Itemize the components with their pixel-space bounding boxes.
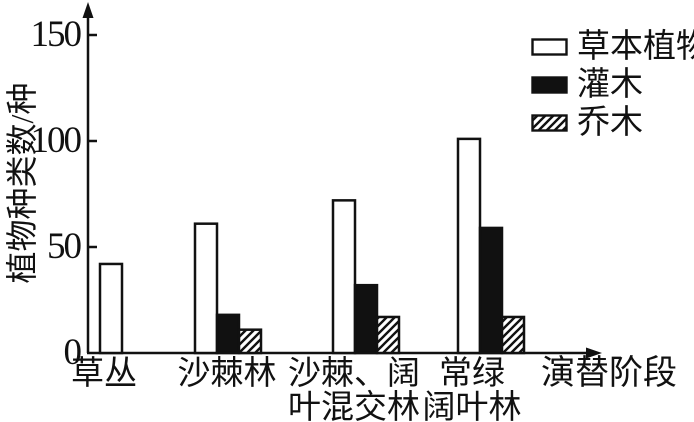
x-category-label: 草丛 (12, 357, 196, 391)
bar-hatch-group2 (237, 328, 263, 355)
x-category-line: 阔叶林 (422, 390, 522, 422)
x-category-line: 草丛 (71, 356, 137, 392)
legend-item-herbs: 草本植物 (531, 28, 694, 66)
legend-swatch-hatch-icon (531, 114, 568, 132)
y-axis-arrow-icon (82, 2, 94, 18)
bars-layer (98, 137, 526, 355)
x-category-line: 沙棘林 (177, 356, 277, 392)
x-category-label: 沙棘林 (135, 357, 319, 391)
legend-item-trees: 乔木 (531, 104, 694, 142)
x-category-label: 常绿 阔叶林 (380, 357, 564, 422)
legend-item-shrubs: 灌木 (531, 66, 694, 104)
x-category-line: 叶混交林 (288, 390, 420, 422)
y-axis-title: 植物种类数/种 (4, 82, 40, 284)
bar-black-group2 (215, 313, 241, 355)
legend-swatch-black-icon (531, 76, 568, 94)
bar-white-group2 (193, 222, 219, 355)
bar-white-group4 (456, 137, 482, 355)
legend-label: 乔木 (577, 105, 643, 141)
bar-hatch-group3 (375, 315, 401, 355)
x-category-line: 常绿 (439, 356, 505, 392)
y-tick-label-150: 150 (30, 14, 83, 55)
bar-black-group3 (353, 283, 379, 355)
y-tick-label-100: 100 (30, 120, 83, 161)
y-tick-label-0: 0 (63, 332, 83, 373)
x-category-line: 沙棘、阔 (288, 356, 420, 392)
y-axis-ticks (88, 33, 97, 249)
bar-white-group1 (98, 262, 124, 355)
x-axis-title: 演替阶段 (541, 355, 677, 392)
legend-label: 灌木 (577, 67, 643, 103)
legend-label: 草本植物 (577, 29, 694, 65)
bar-white-group3 (331, 199, 357, 355)
bar-black-group4 (478, 226, 504, 355)
x-category-label: 沙棘、阔 叶混交林 (262, 357, 446, 422)
bar-hatch-group4 (500, 315, 526, 355)
legend-swatch-white-icon (531, 38, 568, 56)
y-tick-label-50: 50 (47, 226, 82, 267)
x-axis-arrow-icon (586, 347, 602, 359)
legend: 草本植物 灌木 乔木 (531, 28, 694, 142)
